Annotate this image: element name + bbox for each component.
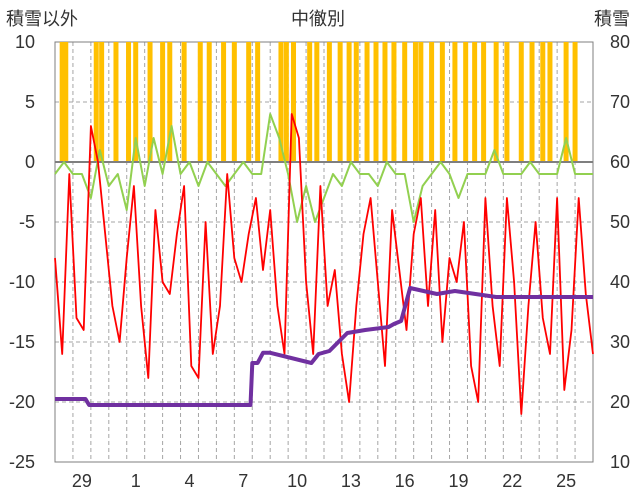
plot-border — [54, 41, 594, 463]
precip-bar — [326, 42, 332, 162]
left-tick-label: 5 — [25, 92, 35, 112]
precip-bar — [481, 42, 487, 162]
precip-bar — [291, 42, 297, 162]
left-tick-label: -5 — [19, 212, 35, 232]
right-tick-label: 70 — [610, 92, 630, 112]
precip-bar — [452, 42, 458, 162]
precip-bar — [493, 42, 499, 162]
left-tick-label: 10 — [15, 32, 35, 52]
left-tick-label: -15 — [9, 332, 35, 352]
precip-bar — [206, 42, 212, 162]
precip-bar — [391, 42, 397, 162]
precip-bar — [126, 42, 132, 162]
snow-depth-line — [55, 286, 593, 407]
right-axis-ticks: 80 70 60 50 40 30 20 10 — [610, 32, 630, 472]
right-tick-label: 80 — [610, 32, 630, 52]
precip-bar — [402, 42, 408, 162]
precip-bar — [439, 42, 445, 162]
left-tick-label: -10 — [9, 272, 35, 292]
left-tick-label: -25 — [9, 452, 35, 472]
precip-bar — [572, 42, 578, 162]
precip-bar — [181, 42, 187, 162]
right-tick-label: 30 — [610, 332, 630, 352]
precip-bar — [160, 42, 166, 162]
precip-bar — [147, 42, 153, 162]
x-tick-label: 7 — [238, 471, 248, 491]
right-tick-label: 40 — [610, 272, 630, 292]
precip-bar — [547, 42, 553, 162]
x-tick-label: 10 — [287, 471, 307, 491]
line-series — [54, 113, 594, 415]
x-tick-label: 29 — [72, 471, 92, 491]
right-tick-label: 20 — [610, 392, 630, 412]
precip-bar — [373, 42, 379, 162]
precip-bar — [314, 42, 320, 162]
x-tick-label: 25 — [556, 471, 576, 491]
precip-bar — [63, 42, 69, 162]
precip-bar — [167, 42, 173, 162]
precip-bar — [346, 42, 352, 162]
precip-bar — [231, 42, 237, 162]
precip-bar — [278, 42, 284, 162]
precip-bar — [540, 42, 546, 162]
precip-bar — [255, 42, 261, 162]
left-axis-ticks: 10 5 0 -5 -10 -15 -20 -25 — [9, 32, 35, 472]
precip-bar — [418, 42, 424, 162]
precip-bar — [504, 42, 510, 162]
wind-line — [54, 113, 593, 223]
x-tick-label: 4 — [184, 471, 194, 491]
precip-bar — [518, 42, 524, 162]
precip-bar — [246, 42, 252, 162]
precip-bar — [353, 42, 359, 162]
right-tick-label: 60 — [610, 152, 630, 172]
x-tick-label: 22 — [502, 471, 522, 491]
precip-bar — [563, 42, 569, 162]
left-axis-label: 積雪以外 — [6, 9, 78, 30]
right-axis-label: 積雪 — [594, 9, 630, 30]
precip-bar — [472, 42, 478, 162]
precip-bar — [364, 42, 370, 162]
x-tick-label: 16 — [395, 471, 415, 491]
chart-title: 中徹別 — [291, 9, 345, 30]
precip-bar — [463, 42, 469, 162]
precip-bar — [93, 42, 99, 162]
precip-bar — [382, 42, 388, 162]
x-tick-label: 1 — [131, 471, 141, 491]
precip-bar — [283, 42, 289, 162]
precip-bar — [133, 42, 139, 162]
precip-bar — [99, 42, 105, 162]
precip-bar — [337, 42, 343, 162]
precip-bar — [429, 42, 435, 162]
left-tick-label: -20 — [9, 392, 35, 412]
precip-bar — [221, 42, 227, 162]
precip-bar — [307, 42, 313, 162]
precip-bar — [59, 42, 65, 162]
x-tick-label: 13 — [341, 471, 361, 491]
x-tick-label: 19 — [448, 471, 468, 491]
right-tick-label: 10 — [610, 452, 630, 472]
temperature-line — [54, 113, 594, 415]
x-axis-ticks: 29 1 4 7 10 13 16 19 22 25 — [72, 471, 576, 491]
precip-bar — [412, 42, 418, 162]
precip-bar — [529, 42, 535, 162]
left-tick-label: 0 — [25, 152, 35, 172]
precip-bar — [197, 42, 203, 162]
precip-bar — [113, 42, 119, 162]
plot-area — [54, 41, 594, 463]
precip-series — [59, 42, 578, 162]
right-tick-label: 50 — [610, 212, 630, 232]
